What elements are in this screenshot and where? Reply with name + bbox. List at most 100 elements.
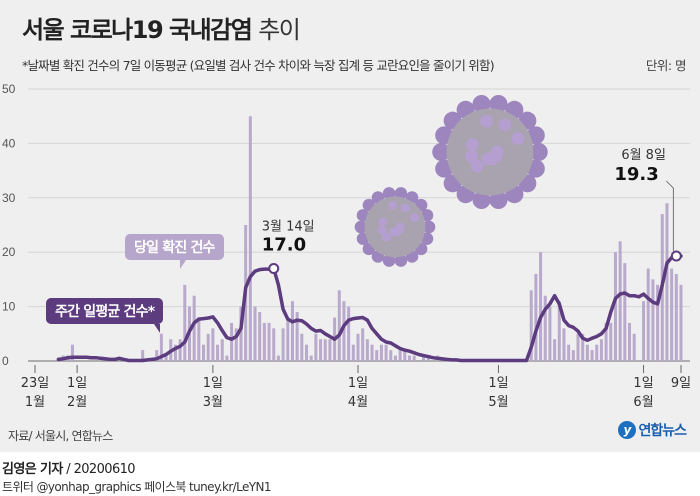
annotation-date: 3월 14일 [262, 220, 315, 235]
daily-bar [356, 333, 360, 361]
yonhap-logo-icon: y [618, 421, 637, 439]
daily-bar [164, 355, 168, 361]
daily-bar [576, 333, 580, 361]
source-note: 자료/ 서울시, 연합뉴스 [8, 429, 113, 443]
daily-bar [351, 344, 355, 361]
x-tick-day: 23일 [21, 376, 50, 391]
daily-bar [267, 322, 271, 361]
title-bold: 서울 코로나19 국내감염 [22, 16, 253, 44]
weekly-average-line [56, 254, 683, 363]
daily-bar [567, 344, 571, 361]
daily-bar [548, 306, 552, 361]
daily-bar [412, 355, 416, 361]
daily-bar [361, 328, 365, 361]
daily-bar [595, 344, 599, 361]
unit-label: 단위: 명 [645, 58, 687, 73]
x-tick-day: 9일 [671, 376, 691, 391]
y-tick-label: 10 [2, 300, 16, 314]
daily-bar [319, 339, 323, 361]
virus-illustration-large [432, 94, 548, 210]
daily-bar [632, 333, 636, 361]
daily-bar [398, 350, 402, 361]
daily-bar [220, 339, 224, 361]
x-tick-month: 5월 [488, 395, 508, 410]
daily-bar [553, 339, 557, 361]
chart-panel [0, 0, 700, 452]
daily-bar [393, 355, 397, 361]
daily-bar [539, 252, 543, 361]
annotation-marker [268, 263, 280, 275]
daily-bar [651, 279, 655, 361]
annotation-leader [666, 180, 674, 252]
publish-date: / 20200610 [66, 462, 135, 477]
annotation-value: 19.3 [614, 164, 658, 185]
daily-bar [403, 350, 407, 361]
daily-bar [337, 290, 341, 361]
x-tick-day: 1일 [633, 376, 653, 391]
daily-bar [305, 344, 309, 361]
daily-bar [581, 333, 585, 361]
daily-bar [281, 328, 285, 361]
x-tick-day: 1일 [203, 376, 223, 391]
x-tick-day: 1일 [488, 376, 508, 391]
daily-bar [379, 344, 383, 361]
daily-bar [290, 301, 294, 361]
y-tick-label: 30 [2, 191, 16, 205]
virus-illustration-small [354, 187, 436, 267]
daily-bar [646, 268, 650, 361]
daily-bar [557, 301, 561, 361]
callout-daily-cases: 당일 확진 건수 [125, 234, 224, 269]
daily-bar [323, 339, 327, 361]
daily-bar [342, 301, 346, 361]
daily-bar [286, 317, 290, 361]
daily-bar [679, 284, 683, 361]
daily-bar [141, 350, 145, 361]
daily-bar [407, 355, 411, 361]
social-links[interactable]: 트위터 @yonhap_graphics 페이스북 tuney.kr/LeYN1 [2, 480, 271, 494]
daily-bar [571, 350, 575, 361]
daily-bar [234, 328, 238, 361]
daily-bar [609, 322, 613, 361]
subtitle: *날짜별 확진 건수의 7일 이동평균 (요일별 검사 건수 차이와 늑장 집계… [22, 58, 495, 73]
daily-bar [202, 344, 206, 361]
y-tick-label: 40 [2, 136, 16, 150]
daily-bar [604, 322, 608, 361]
daily-bar [230, 322, 234, 361]
daily-bar [239, 306, 243, 361]
daily-bar [347, 306, 351, 361]
daily-bar [534, 273, 538, 361]
y-tick-label: 0 [2, 354, 9, 368]
daily-bar [300, 333, 304, 361]
daily-bar [628, 322, 632, 361]
daily-bar [665, 203, 669, 361]
daily-bar [613, 252, 617, 361]
daily-bar [370, 344, 374, 361]
daily-bar [225, 355, 229, 361]
daily-bar [155, 350, 159, 361]
reporter: 김영은 기자 [2, 462, 63, 477]
daily-bar [656, 284, 660, 361]
daily-bar [272, 328, 276, 361]
daily-bar [197, 317, 201, 361]
daily-bar [599, 339, 603, 361]
daily-bar [422, 355, 426, 361]
daily-bar [211, 328, 215, 361]
daily-bar [178, 339, 182, 361]
daily-bar [384, 344, 388, 361]
daily-bar [642, 301, 646, 361]
daily-bar [295, 312, 299, 361]
daily-bar [70, 344, 74, 361]
daily-bar [183, 284, 187, 361]
daily-bar [674, 273, 678, 361]
daily-bar [262, 322, 266, 361]
callout-weekly-average: 주간 일평균 건수* [46, 298, 164, 333]
daily-bar [618, 241, 622, 361]
daily-bar [623, 263, 627, 361]
x-tick-month: 4월 [348, 395, 368, 410]
daily-bar [389, 350, 393, 361]
yonhap-logo-text: 연합뉴스 [638, 423, 687, 439]
daily-bar [258, 312, 262, 361]
daily-bar [206, 333, 210, 361]
x-tick-day: 1일 [348, 376, 368, 391]
y-tick-label: 20 [2, 245, 16, 259]
